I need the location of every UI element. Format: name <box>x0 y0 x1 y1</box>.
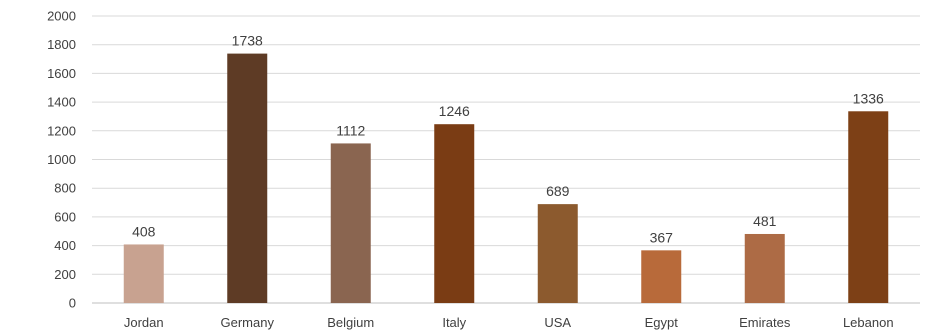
x-axis-category-labels: Jordan Germany Belgium Italy USA Egypt Emirate… <box>124 315 894 330</box>
data-label-lebanon: 1336 <box>853 90 884 106</box>
y-tick-label: 800 <box>54 181 76 196</box>
bar-belgium <box>330 143 371 303</box>
y-tick-label: 1200 <box>47 123 76 138</box>
y-tick-label: 1400 <box>47 95 76 110</box>
bar-italy <box>434 124 475 303</box>
bar-usa <box>537 204 578 303</box>
category-label-emirates: Emirates <box>739 315 791 330</box>
bar-emirates <box>744 233 785 303</box>
data-labels: 408 1738 1112 1246 689 367 481 1336 <box>132 33 884 246</box>
data-label-usa: 689 <box>546 183 570 199</box>
data-label-italy: 1246 <box>439 103 470 119</box>
y-tick-label: 1600 <box>47 66 76 81</box>
y-tick-label: 200 <box>54 267 76 282</box>
category-label-lebanon: Lebanon <box>843 315 894 330</box>
y-tick-label: 1800 <box>47 37 76 52</box>
category-label-germany: Germany <box>221 315 275 330</box>
bar-egypt <box>641 250 682 303</box>
bar-jordan <box>123 244 164 303</box>
y-tick-label: 2000 <box>47 9 76 24</box>
y-tick-label: 400 <box>54 238 76 253</box>
data-label-belgium: 1112 <box>336 122 365 138</box>
gridlines <box>92 15 920 304</box>
data-label-emirates: 481 <box>753 213 777 229</box>
data-label-germany: 1738 <box>232 33 263 49</box>
category-label-egypt: Egypt <box>645 315 679 330</box>
bar-germany <box>227 53 268 303</box>
y-tick-label: 1000 <box>47 152 76 167</box>
category-label-jordan: Jordan <box>124 315 164 330</box>
bar-lebanon <box>848 111 889 303</box>
data-label-jordan: 408 <box>132 223 156 239</box>
category-label-italy: Italy <box>442 315 466 330</box>
data-label-egypt: 367 <box>650 229 674 245</box>
category-label-belgium: Belgium <box>327 315 374 330</box>
y-axis-tick-labels: 0 200 400 600 800 1000 1200 1400 1600 1800 2000 <box>47 9 76 311</box>
bars <box>123 53 889 303</box>
category-label-usa: USA <box>544 315 571 330</box>
y-tick-label: 600 <box>54 209 76 224</box>
y-tick-label: 0 <box>69 296 76 311</box>
